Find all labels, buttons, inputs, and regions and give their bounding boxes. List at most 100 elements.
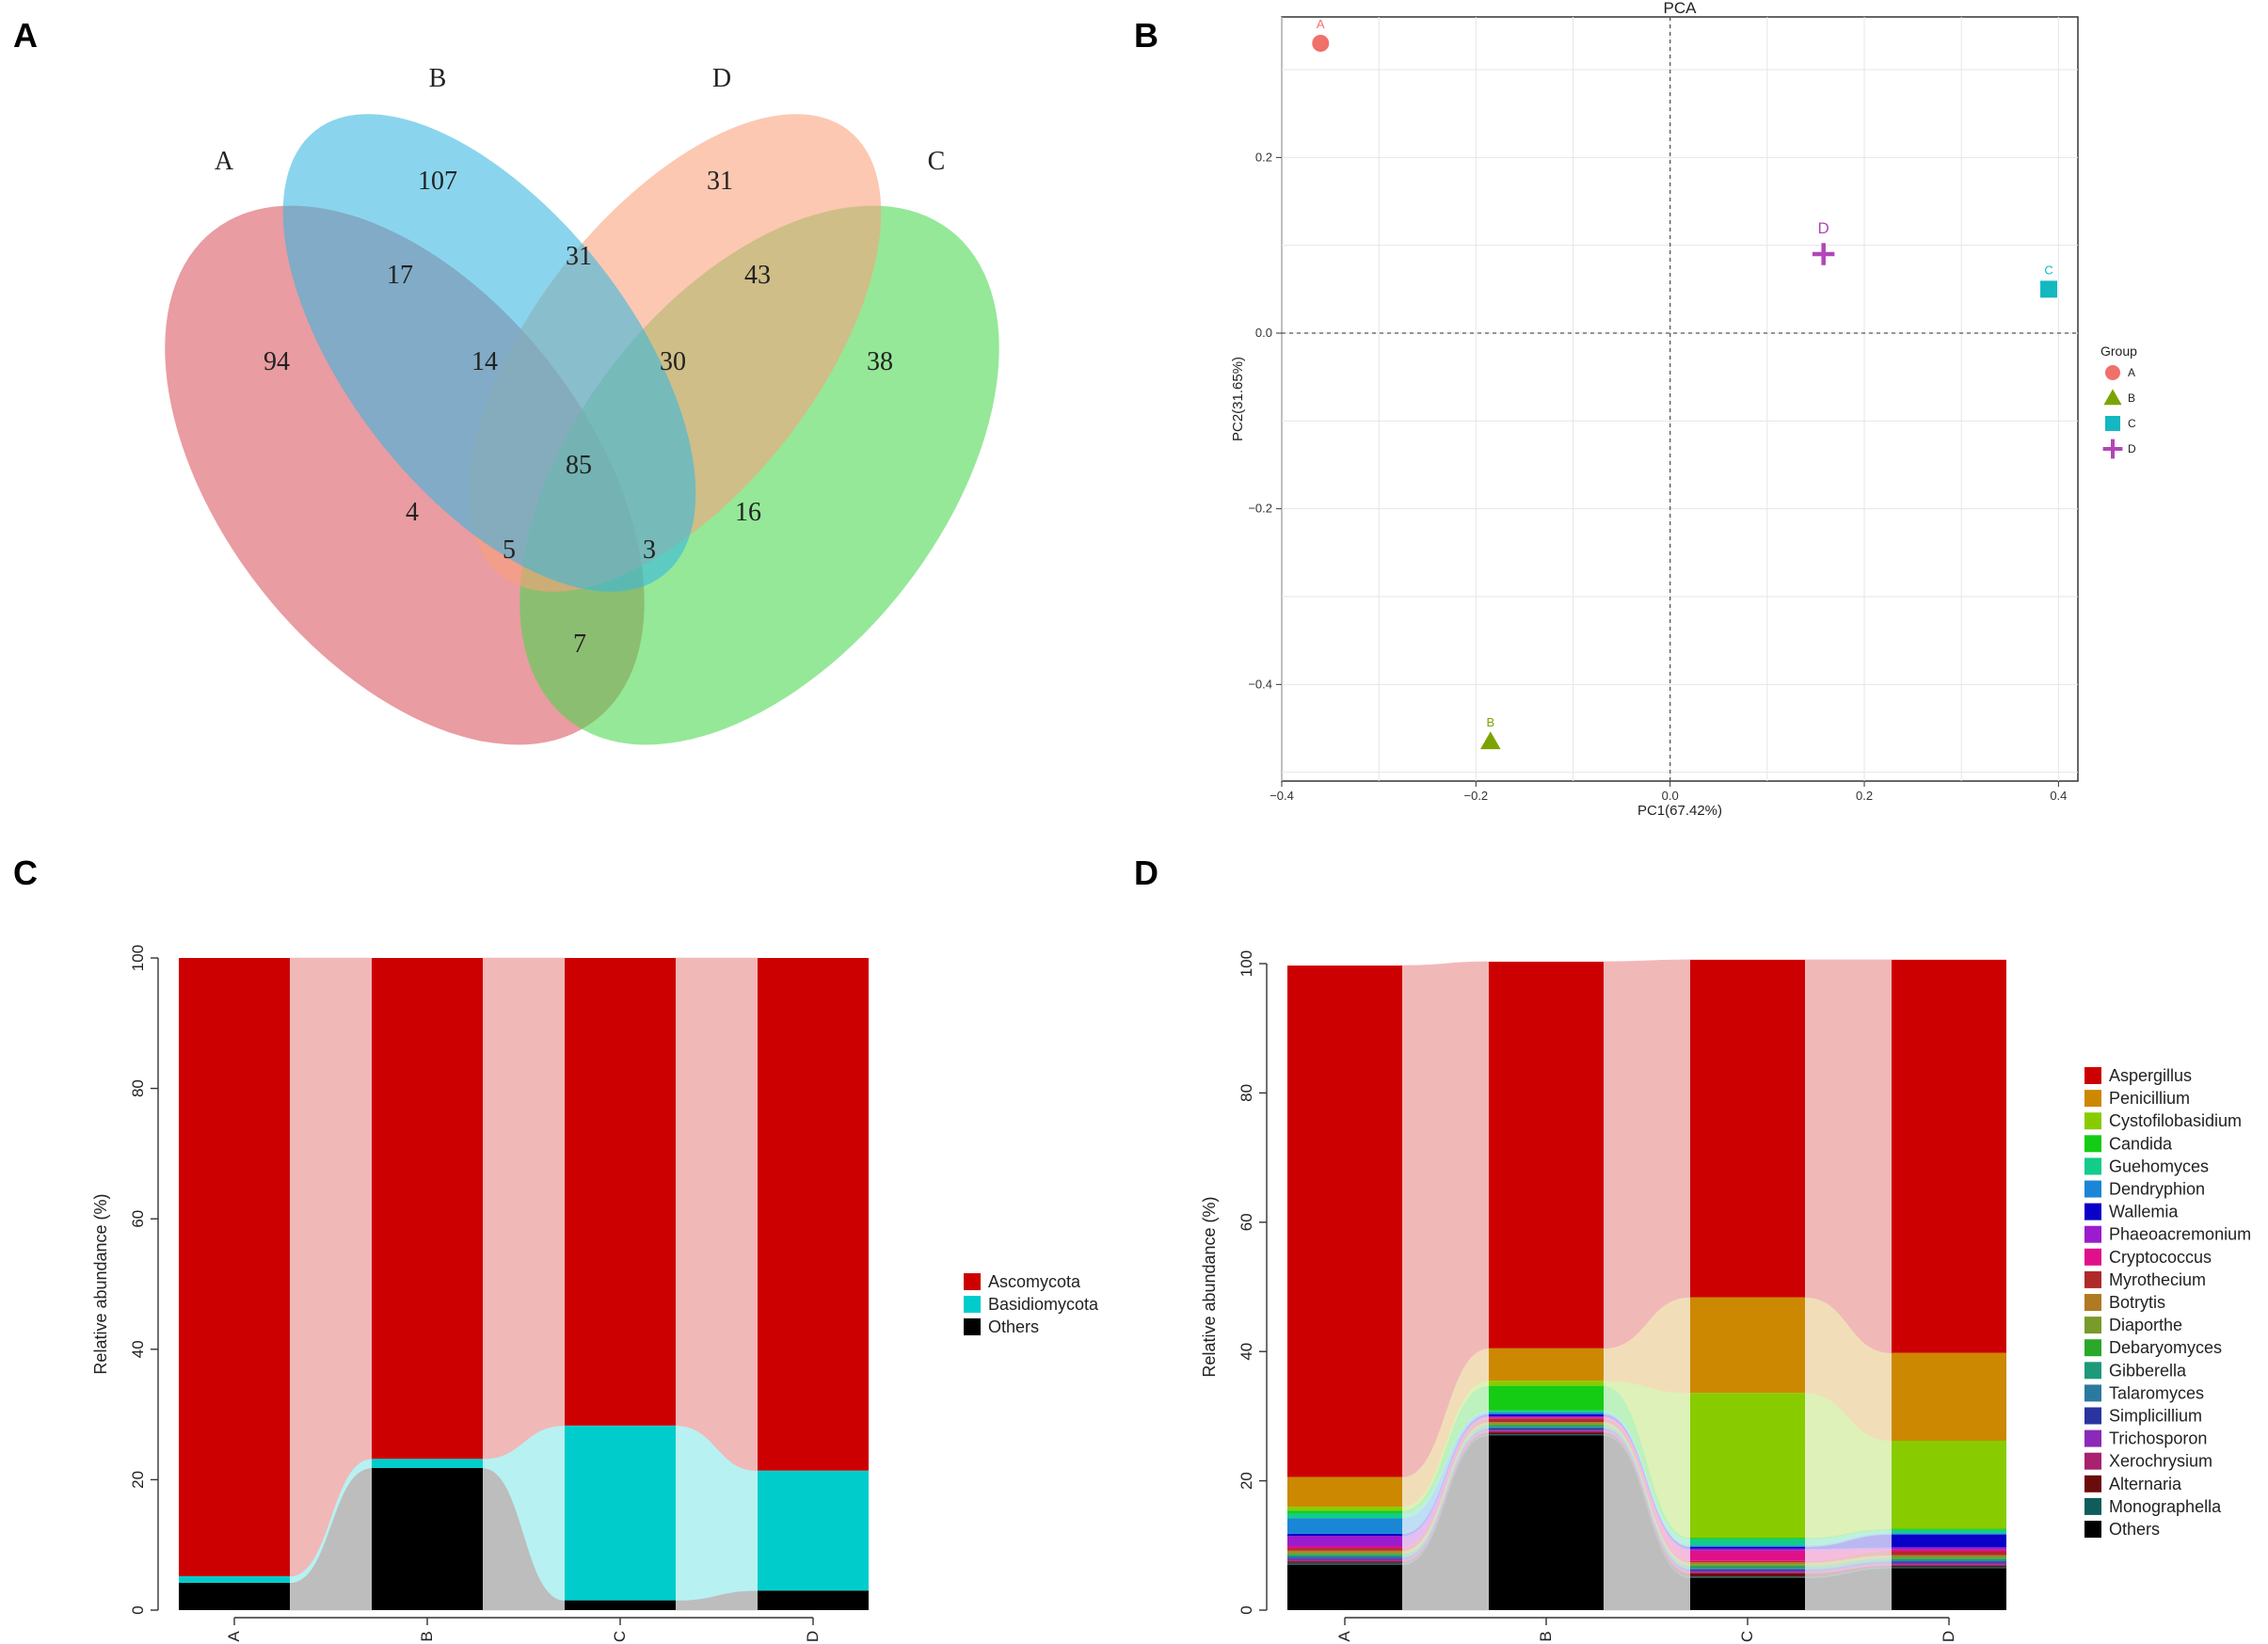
pca-point-label-a: A (1317, 17, 1325, 31)
genus-xtick-label-a: A (1335, 1631, 1353, 1642)
genus-legend-label-xerochrysium: Xerochrysium (2109, 1452, 2212, 1471)
genus-bar-c-simplicillium (1690, 1569, 1805, 1572)
pca-legend-label-d: D (2128, 442, 2136, 455)
phylum-bar-d-ascomycota (758, 958, 869, 1471)
genus-bar-a-monographella (1287, 1562, 1402, 1565)
panel-label-d: D (1134, 854, 1158, 892)
venn-region-b-d: 31 (566, 242, 592, 271)
genus-bar-d-dendryphion (1892, 1533, 2006, 1535)
genus-bar-b-monographella (1489, 1434, 1604, 1436)
phylum-bar-d-others (758, 1590, 869, 1610)
phylum-xtick-label-d: D (804, 1631, 822, 1642)
genus-legend-label-candida: Candida (2109, 1134, 2173, 1153)
pca-title: PCA (1664, 0, 1698, 17)
genus-legend-swatch-simplicillium (2084, 1407, 2101, 1425)
genus-legend-label-diaporthe: Diaporthe (2109, 1316, 2182, 1334)
genus-legend-swatch-wallemia (2084, 1203, 2101, 1221)
genus-bar-d-candida (1892, 1528, 2006, 1530)
genus-bar-a-simplicillium (1287, 1557, 1402, 1559)
venn-region-a-d: 4 (406, 498, 419, 527)
pca-point-label-d: D (1818, 219, 1829, 237)
genus-bar-d-cystofilobasidium (1892, 1441, 2006, 1529)
genus-bar-a-botrytis (1287, 1550, 1402, 1553)
genus-bar-d-trichosporon (1892, 1562, 2006, 1565)
pca-xtick-label: −0.2 (1464, 789, 1489, 803)
genus-legend-label-myrothecium: Myrothecium (2109, 1270, 2206, 1289)
genus-bar-d-gibberella (1892, 1558, 2006, 1561)
genus-xtick-label-b: B (1537, 1631, 1555, 1641)
genus-bar-b-gibberella (1489, 1426, 1604, 1428)
phylum-bar-c-others (565, 1600, 676, 1610)
pca-points: A B C D (1312, 17, 2058, 750)
phylum-bar-d-basidiomycota (758, 1470, 869, 1591)
genus-bar-c-botrytis (1690, 1562, 1805, 1565)
venn-region-a: 94 (264, 347, 290, 376)
venn-region-a-b-c: 3 (643, 535, 656, 565)
pca-point-a (1312, 35, 1330, 52)
genus-bar-a-myrothecium (1287, 1548, 1402, 1551)
phylum-bar-a-others (179, 1582, 290, 1610)
genus-bar-c-talaromyces (1690, 1568, 1805, 1570)
genus-flow-aspergillus-2 (1603, 959, 1691, 1349)
genus-bar-b-botrytis (1489, 1422, 1604, 1424)
genus-bar-b-cryptococcus (1489, 1417, 1604, 1419)
genus-legend-label-trichosporon: Trichosporon (2109, 1429, 2207, 1448)
pca-axes: −0.4 −0.2 0.0 0.2 0.4 −0.4 −0.2 0.0 0.2 PCA PC1(67… (1230, 0, 2067, 819)
genus-legend-label-simplicillium: Simplicillium (2109, 1407, 2202, 1426)
venn-region-a-b-d: 14 (471, 347, 498, 376)
pca-plot: −0.4 −0.2 0.0 0.2 0.4 −0.4 −0.2 0.0 0.2 PCA PC1(67… (1230, 0, 2137, 819)
genus-bar-a-talaromyces (1287, 1556, 1402, 1558)
pca-legend-key-d (2102, 439, 2123, 459)
venn-set-label-a: A (215, 147, 234, 176)
pca-xtick-label: 0.4 (2050, 789, 2067, 803)
venn-ellipse-b (282, 114, 696, 592)
genus-ytick-label: 40 (1238, 1343, 1255, 1361)
genus-legend-swatch-monographella (2084, 1497, 2101, 1515)
genus-legend-label-monographella: Monographella (2109, 1497, 2222, 1516)
genus-legend-label-botrytis: Botrytis (2109, 1293, 2165, 1312)
genus-bar-a-guehomyces (1287, 1512, 1402, 1519)
phylum-xtick-label-c: C (611, 1631, 629, 1642)
genus-legend-swatch-others (2084, 1521, 2101, 1538)
genus-legend-label-gibberella: Gibberella (2109, 1361, 2187, 1380)
phylum-ylabel: Relative abundance (%) (91, 1193, 110, 1374)
genus-legend-label-cryptococcus: Cryptococcus (2109, 1248, 2212, 1267)
genus-bar-c-cystofilobasidium (1690, 1393, 1805, 1539)
genus-bar-a-aspergillus (1287, 966, 1402, 1477)
genus-xtick-label-d: D (1940, 1631, 1957, 1642)
genus-bar-c-myrothecium (1690, 1560, 1805, 1563)
genus-legend-swatch-talaromyces (2084, 1384, 2101, 1402)
phylum-legend-label-others: Others (988, 1317, 1039, 1336)
genus-legend-label-aspergillus: Aspergillus (2109, 1066, 2192, 1085)
genus-legend-label-cystofilobasidium: Cystofilobasidium (2109, 1111, 2242, 1130)
genus-bar-a-others (1287, 1564, 1402, 1610)
genus-bar-a-trichosporon (1287, 1558, 1402, 1561)
phylum-bar-b-ascomycota (372, 958, 483, 1460)
genus-legend-swatch-diaporthe (2084, 1317, 2101, 1334)
venn-diagram: A B D C 94 107 31 38 17 31 43 14 30 85 4 16 5 3 7 (165, 64, 999, 745)
genus-flow-aspergillus-1 (1401, 961, 1490, 1477)
genus-legend-label-others: Others (2109, 1520, 2160, 1539)
pca-ytick-label: 0.2 (1255, 150, 1272, 164)
panel-label-c: C (13, 854, 38, 892)
genus-ylabel: Relative abundance (%) (1200, 1196, 1219, 1377)
genus-legend-label-dendryphion: Dendryphion (2109, 1180, 2205, 1199)
genus-bar-c-penicillium (1690, 1297, 1805, 1394)
genus-bar-d-phaeoacremonium (1892, 1547, 2006, 1550)
pca-ytick-label: 0.0 (1255, 326, 1272, 340)
phylum-ytick-label: 100 (129, 945, 147, 971)
genus-bar-d-simplicillium (1892, 1561, 2006, 1563)
genus-bar-a-candida (1287, 1510, 1402, 1513)
genus-bar-c-wallemia (1690, 1546, 1805, 1549)
genus-bar-c-gibberella (1690, 1566, 1805, 1569)
genus-legend-swatch-penicillium (2084, 1090, 2101, 1108)
genus-bar-a-phaeoacremonium (1287, 1535, 1402, 1546)
pca-legend-label-b: B (2128, 391, 2135, 405)
genus-legend-swatch-xerochrysium (2084, 1452, 2101, 1470)
genus-bar-d-others (1892, 1568, 2006, 1610)
venn-region-d-c: 43 (744, 261, 771, 290)
genus-legend-swatch-dendryphion (2084, 1180, 2101, 1198)
phylum-ytick-label: 20 (129, 1471, 147, 1489)
genus-bar-b-candida (1489, 1385, 1604, 1411)
genus-bar-a-wallemia (1287, 1533, 1402, 1536)
